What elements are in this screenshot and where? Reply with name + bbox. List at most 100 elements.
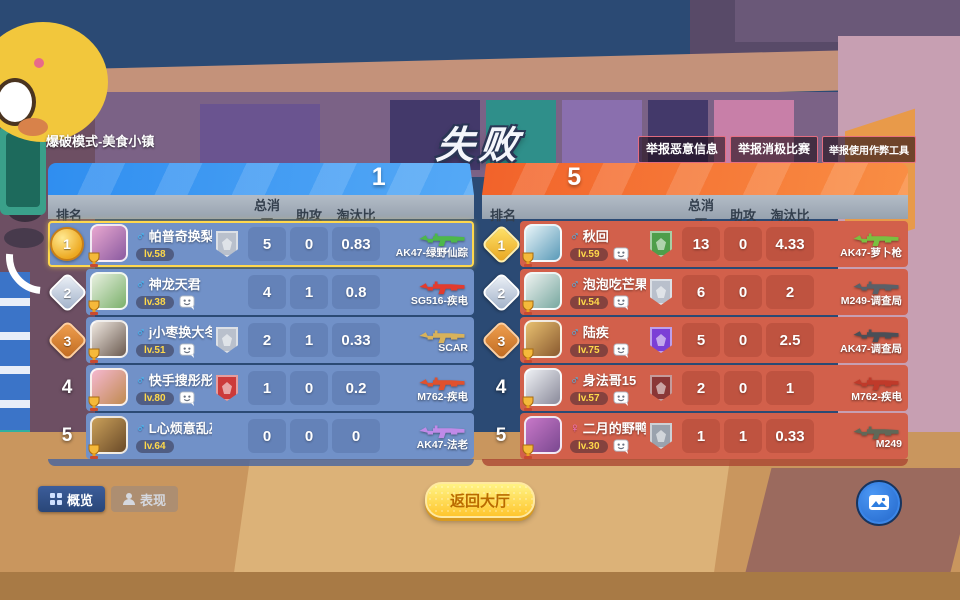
row-background (86, 413, 474, 459)
report-malicious-button[interactable]: 举报恶意信息 (637, 136, 726, 163)
player-avatar[interactable] (522, 368, 564, 411)
return-lobby-button[interactable]: 返回大厅 (425, 482, 535, 518)
weapon-cell: M249 (818, 422, 904, 450)
person-icon (123, 493, 136, 505)
trophy-icon (88, 396, 100, 411)
player-row[interactable]: 1 ♂ 帕普奇换梨王D lv.58 (48, 221, 474, 267)
row-background (520, 413, 908, 459)
player-row[interactable]: 3 ♂ j小枣换大冬瓜w lv.51 (46, 317, 474, 363)
rank-badge-icon (216, 327, 238, 353)
player-name: L心烦意乱巫塔 (148, 421, 212, 436)
grid-icon (50, 493, 62, 505)
chat-sticker-icon[interactable] (179, 391, 196, 406)
ratio-value: 0.2 (332, 371, 380, 405)
level-badge: lv.58 (136, 248, 174, 261)
player-avatar[interactable] (522, 272, 564, 315)
rank-medal: 3 (480, 319, 522, 361)
player-row[interactable]: 2 ♂ 泡泡吃芒果b lv.54 (480, 269, 908, 315)
level-badge: lv.54 (570, 296, 608, 309)
column-rank: 排名 (56, 207, 83, 223)
player-avatar[interactable] (88, 224, 130, 267)
rank-cell: 4 (48, 365, 86, 411)
gender-icon: ♂ (570, 228, 580, 243)
chat-sticker-icon[interactable] (179, 343, 196, 358)
weapon-name: SCAR (438, 342, 468, 354)
tab-performance[interactable]: 表现 (111, 486, 179, 512)
player-row[interactable]: 1 ♂ 秋回 lv.59 (480, 221, 908, 267)
screenshot-button[interactable] (856, 480, 902, 526)
weapon-cell: AK47-法老 (384, 421, 470, 452)
trophy-icon (88, 444, 100, 459)
rank-medal: 1 (50, 227, 84, 261)
character-nose (18, 118, 48, 136)
level-badge: lv.59 (570, 248, 608, 261)
rank-medal: 1 (480, 223, 522, 265)
player-name: 秋回 (582, 229, 609, 244)
rank-badge-icon (650, 423, 672, 449)
report-cheat-button[interactable]: 举报使用作弊工具 (822, 136, 916, 163)
kills-value: 0 (248, 419, 286, 453)
chat-sticker-icon[interactable] (179, 295, 196, 310)
trophy-icon (522, 396, 534, 411)
level-badge: lv.38 (136, 296, 174, 309)
player-row[interactable]: 5 ♂ L心烦意乱巫塔 lv.64 (48, 413, 474, 459)
player-name: 泡泡吃芒果b (582, 277, 646, 292)
weapon-name: M762-疾电 (417, 390, 468, 403)
player-avatar[interactable] (88, 368, 130, 411)
weapon-icon (419, 281, 465, 294)
player-name: 神龙天君 (148, 277, 201, 292)
assists-value: 1 (724, 419, 762, 453)
report-buttons: 举报恶意信息 举报消极比赛 举报使用作弊工具 (637, 136, 916, 163)
trophy-icon (88, 300, 100, 315)
rank-cell: 1 (48, 221, 86, 267)
chat-sticker-icon[interactable] (613, 391, 630, 406)
weapon-name: M762-疾电 (851, 390, 902, 403)
kills-value: 13 (682, 227, 720, 261)
ratio-value: 0.33 (766, 419, 814, 453)
player-info: ♂ 陆疾 lv.75 (570, 322, 646, 358)
gender-icon: ♂ (136, 228, 146, 243)
player-avatar[interactable] (88, 416, 130, 459)
blue-team-score: 1 (371, 163, 386, 191)
chat-sticker-icon[interactable] (613, 439, 630, 454)
rank-medal: 5 (495, 425, 507, 446)
weapon-icon (853, 329, 899, 342)
chat-sticker-icon[interactable] (613, 247, 630, 262)
player-row[interactable]: 4 ♂ 快手搜彤彤 lv.80 (48, 365, 474, 411)
report-passive-button[interactable]: 举报消极比赛 (729, 136, 818, 163)
rank-cell: 2 (480, 269, 522, 315)
player-avatar[interactable] (522, 320, 564, 363)
chat-sticker-icon[interactable] (613, 295, 630, 310)
player-avatar[interactable] (88, 320, 130, 363)
chat-sticker-icon[interactable] (613, 343, 630, 358)
rank-cell: 3 (480, 317, 522, 363)
weapon-icon (853, 426, 899, 440)
player-avatar[interactable] (522, 416, 564, 459)
row-background (520, 269, 908, 315)
window-pane (390, 100, 480, 170)
player-row[interactable]: 3 ♂ 陆疾 lv.75 (480, 317, 908, 363)
mode-label: 爆破模式-美食小镇 (46, 134, 155, 149)
red-team-score: 5 (567, 163, 582, 191)
player-row[interactable]: 5 ♀ 二月的野鸭晶9 lv.30 (482, 413, 908, 459)
player-name: 二月的野鸭晶9 (582, 421, 646, 436)
player-name: 快手搜彤彤 (148, 373, 212, 388)
window-pane (486, 100, 556, 170)
player-avatar[interactable] (522, 224, 564, 267)
player-row[interactable]: 2 ♂ 神龙天君 lv.38 (46, 269, 474, 315)
character-dot (34, 58, 44, 68)
assists-value: 0 (290, 371, 328, 405)
player-avatar[interactable] (88, 272, 130, 315)
rank-cell: 5 (482, 413, 520, 459)
kills-value: 4 (248, 275, 286, 309)
tab-overview[interactable]: 概览 (38, 486, 106, 512)
ratio-value: 0.8 (332, 275, 380, 309)
level-badge: lv.30 (570, 440, 608, 453)
kills-value: 5 (248, 227, 286, 261)
panel-footer (48, 459, 474, 466)
player-row[interactable]: 4 ♂ 身法哥15 lv.57 (482, 365, 908, 411)
weapon-icon (853, 233, 899, 246)
rank-badge-icon (650, 279, 672, 305)
red-team-banner (482, 163, 908, 195)
level-badge: lv.75 (570, 344, 608, 357)
